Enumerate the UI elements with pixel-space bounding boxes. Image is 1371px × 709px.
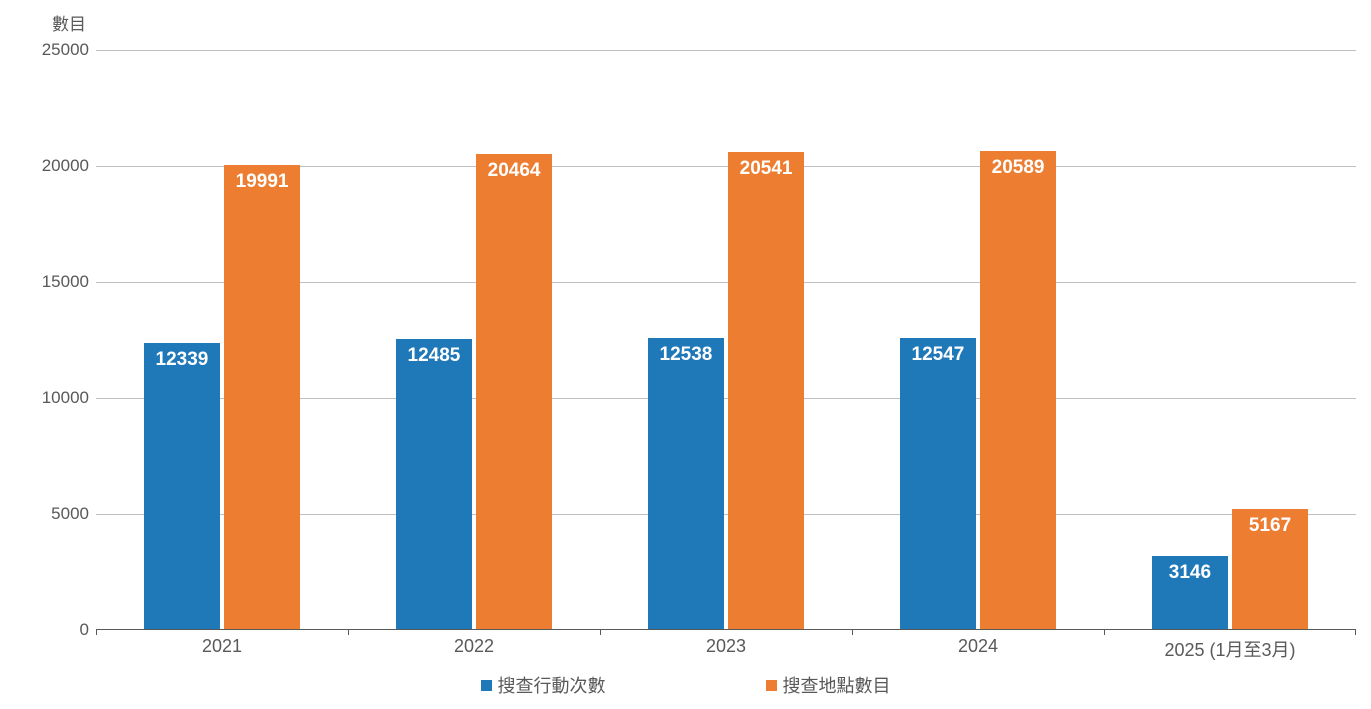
legend-item-series-2: 搜查地點數目 — [766, 672, 891, 698]
bar: 12485 — [396, 339, 472, 629]
bar: 20464 — [476, 154, 552, 629]
x-tick-label: 2025 (1月至3月) — [1164, 636, 1295, 662]
bar-value-label: 5167 — [1232, 515, 1308, 537]
y-tick-label: 25000 — [19, 40, 89, 60]
bar: 12538 — [648, 338, 724, 629]
bar-value-label: 12547 — [900, 344, 976, 366]
y-tick-label: 0 — [19, 620, 89, 640]
legend: 搜查行動次數 搜查地點數目 — [10, 672, 1361, 698]
bar: 12339 — [144, 343, 220, 629]
x-tick-mark — [1355, 629, 1356, 635]
x-tick-label: 2023 — [706, 636, 746, 657]
bar-value-label: 20589 — [980, 157, 1056, 179]
bar-chart: 數目 12339 19991 12485 20464 12538 20541 12547 20… — [10, 10, 1361, 699]
y-tick-label: 20000 — [19, 156, 89, 176]
legend-item-series-1: 搜查行動次數 — [481, 672, 606, 698]
bar-value-label: 20464 — [476, 160, 552, 182]
bar: 19991 — [224, 165, 300, 629]
bar-value-label: 12538 — [648, 344, 724, 366]
x-tick-mark — [348, 629, 349, 635]
x-tick-mark — [96, 629, 97, 635]
bar-value-label: 3146 — [1152, 562, 1228, 584]
gridline — [96, 50, 1356, 51]
legend-label-1: 搜查行動次數 — [498, 672, 606, 698]
y-tick-label: 5000 — [19, 504, 89, 524]
bar: 20541 — [728, 152, 804, 629]
x-tick-mark — [600, 629, 601, 635]
legend-swatch-2 — [766, 680, 777, 691]
bar-value-label: 20541 — [728, 158, 804, 180]
x-tick-label: 2022 — [454, 636, 494, 657]
bar-value-label: 12485 — [396, 345, 472, 367]
y-tick-label: 15000 — [19, 272, 89, 292]
x-tick-label: 2021 — [202, 636, 242, 657]
bar-value-label: 19991 — [224, 171, 300, 193]
plot-area: 12339 19991 12485 20464 12538 20541 12547 20589… — [96, 50, 1356, 630]
legend-swatch-1 — [481, 680, 492, 691]
bar: 20589 — [980, 151, 1056, 629]
x-tick-mark — [852, 629, 853, 635]
y-tick-label: 10000 — [19, 388, 89, 408]
x-tick-label: 2024 — [958, 636, 998, 657]
bar: 5167 — [1232, 509, 1308, 629]
bar: 12547 — [900, 338, 976, 629]
bar: 3146 — [1152, 556, 1228, 629]
bar-value-label: 12339 — [144, 349, 220, 371]
x-tick-mark — [1104, 629, 1105, 635]
y-axis-title: 數目 — [52, 10, 86, 35]
legend-label-2: 搜查地點數目 — [783, 672, 891, 698]
